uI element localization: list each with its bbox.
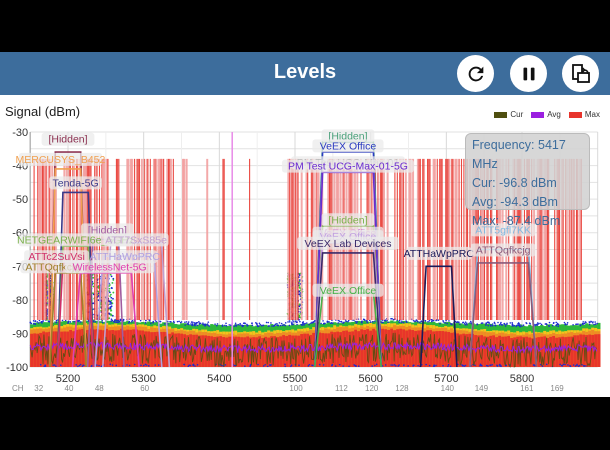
- legend-item-cur: Cur: [494, 110, 523, 119]
- y-axis-title: Signal (dBm): [5, 104, 81, 119]
- x-tick-label: 5400: [207, 373, 231, 385]
- network-label: VeEX Office: [320, 285, 377, 297]
- channel-tick-label: 149: [475, 384, 489, 393]
- network-label: PM Test UCG-Max-01-5G: [288, 161, 408, 173]
- network-17[interactable]: [313, 252, 383, 368]
- x-tick-label: 5300: [131, 373, 155, 385]
- network-label: ATTQqfkcjg: [476, 244, 531, 256]
- network-label: [Hidden]: [88, 224, 127, 236]
- network-label: ATTHaWpPRC: [90, 251, 161, 263]
- network-label: Tenda-5G: [53, 177, 99, 189]
- network-label: ATT5gfl7KK: [475, 224, 531, 236]
- legend-swatch: [568, 111, 582, 118]
- refresh-button[interactable]: [457, 55, 494, 92]
- channel-tick-label: 112: [335, 384, 348, 393]
- network-label: [Hidden]: [48, 134, 87, 146]
- marker-tooltip: Frequency: 5417 MHz Cur: -96.8 dBm Avg: …: [465, 133, 590, 228]
- tooltip-max: Max: -87.4 dBm: [472, 214, 561, 228]
- rotate-screen-icon: [571, 63, 590, 83]
- legend-swatch: [494, 111, 508, 118]
- x-axis-ticks: 5200 5300 5400 5500 5600 5700 5800: [56, 373, 535, 385]
- navigation-bar: [0, 397, 610, 450]
- x-tick-label: 5800: [510, 373, 534, 385]
- x-tick-label: 5700: [434, 373, 458, 385]
- network-label: ATTc2SuVsi: [28, 251, 84, 263]
- network-label: [Hidden]: [328, 214, 367, 226]
- app-header: Levels: [0, 52, 610, 95]
- legend-label: Cur: [510, 110, 524, 119]
- network-21[interactable]: [469, 262, 538, 368]
- pause-icon: [523, 67, 534, 80]
- x-tick-label: 5500: [283, 373, 307, 385]
- channel-tick-label: 128: [395, 384, 409, 393]
- network-label: VeEX Lab Devices: [304, 238, 391, 250]
- tooltip-frequency: Frequency: 5417 MHz: [472, 138, 566, 171]
- network-label: ATTHaWpPRC: [404, 248, 475, 260]
- channel-tick-label: 40: [65, 384, 74, 393]
- y-tick-label: -50: [12, 194, 28, 206]
- legend-item-max: Max: [568, 110, 600, 119]
- y-tick-label: -30: [12, 127, 28, 139]
- status-bar: [0, 0, 610, 52]
- y-tick-label: -90: [12, 328, 28, 340]
- avg-series: [29, 340, 598, 355]
- x-tick-label: 5600: [358, 373, 382, 385]
- legend-label: Max: [584, 110, 600, 119]
- network-label: ATT7SxS85e: [105, 234, 167, 246]
- pause-button[interactable]: [510, 55, 547, 92]
- legend-label: Avg: [547, 110, 561, 119]
- x-tick-label: 5200: [56, 373, 80, 385]
- channel-tick-label: 60: [140, 384, 149, 393]
- y-tick-label: -100: [6, 362, 28, 374]
- channel-tick-label: 100: [289, 384, 303, 393]
- channel-tick-label: 120: [365, 384, 379, 393]
- rotate-screen-button[interactable]: [562, 55, 599, 92]
- channel-tick-label: 169: [550, 384, 564, 393]
- network-19[interactable]: [419, 265, 458, 368]
- y-tick-label: -80: [12, 295, 28, 307]
- channel-tick-label: 161: [520, 384, 534, 393]
- channel-tick-label: 140: [441, 384, 455, 393]
- network-label: [Hidden]: [328, 130, 367, 142]
- tooltip-avg: Avg: -94.3 dBm: [472, 195, 558, 209]
- channel-tick-label: 32: [34, 384, 43, 393]
- channel-axis-label: CH: [12, 384, 24, 393]
- cur-series: [29, 332, 598, 368]
- network-label: WirelessNet-5G: [73, 261, 147, 273]
- legend-item-avg: Avg: [531, 110, 561, 119]
- tooltip-cur: Cur: -96.8 dBm: [472, 176, 557, 190]
- channel-axis: CH 32 40 48 60 100 112 120 128 140 149 161 169: [12, 384, 564, 393]
- network-label: VeEX Office: [320, 140, 377, 152]
- channel-tick-label: 48: [95, 384, 104, 393]
- network-label: MERCUSYS_B452: [15, 154, 105, 166]
- page-title: Levels: [273, 61, 337, 83]
- network-labels: [Hidden]MERCUSYS_B452Tenda-5G[Hidden]NET…: [15, 129, 536, 297]
- chart-legend: Cur Avg Max: [494, 110, 600, 119]
- legend-swatch: [531, 111, 545, 118]
